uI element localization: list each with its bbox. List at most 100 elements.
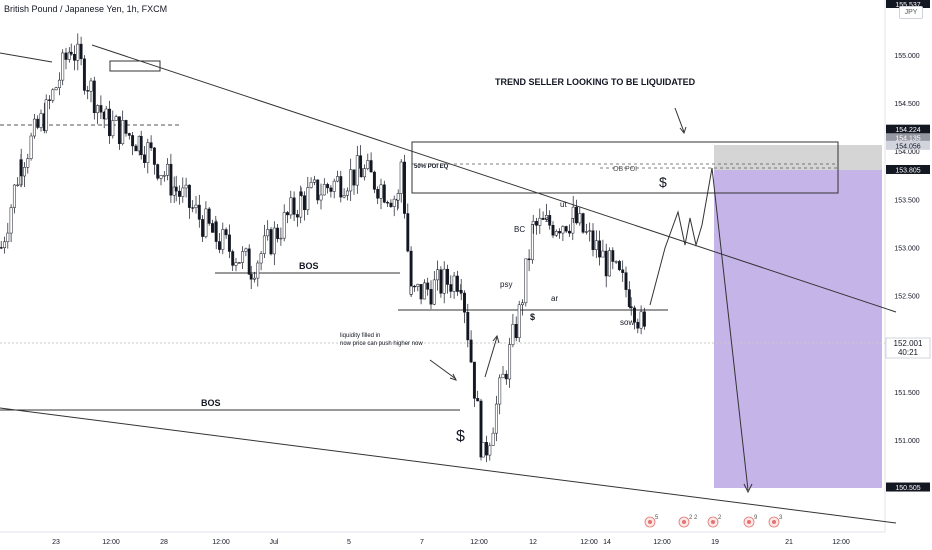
trendline-top-left[interactable] [0,52,53,63]
time-axis[interactable]: 23 12:00 28 12:00 Jul 5 7 12:00 12 12:00 14 12:00 19… [52,539,850,546]
time-tick-label: 14 [603,539,611,546]
candle [594,230,598,259]
descending-trendline[interactable] [91,44,897,313]
candle [152,147,156,175]
dollar-label-support[interactable]: $ [530,312,535,322]
candle [96,104,100,125]
candle [469,330,473,364]
price-label-bg [886,164,930,174]
trend-seller-label[interactable]: TREND SELLER LOOKING TO BE LIQUIDATED [495,77,696,87]
top-price-label: 155.537 [895,2,920,9]
candle [159,175,163,186]
liquidity-note-line2[interactable]: now price can push higher now [340,341,423,347]
candle [178,185,181,205]
candle [6,222,10,249]
time-tick-label: 12 [529,539,537,546]
projection-arrowhead [743,483,753,494]
wyckoff-st-label[interactable]: st [545,215,552,224]
candle [197,194,201,228]
candle [504,370,508,385]
wyckoff-ar-label[interactable]: ar [551,294,558,303]
candle [521,299,524,316]
candle [624,266,628,298]
candle [184,177,188,198]
economic-event-icon[interactable]: 9 [743,515,758,528]
candle [442,261,446,304]
projection-path[interactable] [649,167,749,491]
candle [207,206,211,226]
candle [121,110,125,146]
arrow-to-poi[interactable] [674,107,687,135]
bos-label-upper[interactable]: BOS [299,261,319,271]
time-tick-label: 12:00 [212,539,230,546]
candle [276,223,280,243]
candle [191,200,195,213]
candle [336,170,339,183]
candle [366,153,370,171]
candle [359,161,363,178]
economic-event-icon[interactable]: 5 [644,515,659,528]
candle [627,281,631,309]
candle [108,100,111,144]
wyckoff-psy-label[interactable]: psy [500,280,512,289]
candle [322,178,326,196]
price-tick-label: 154.000 [894,149,919,156]
wyckoff-ut-label[interactable]: ut [560,200,567,209]
wyckoff-bc-label[interactable]: BC [514,225,525,234]
candle [269,227,273,256]
candle [272,221,276,266]
wyckoff-sow-label[interactable]: sow [620,318,634,327]
bos-label-lower[interactable]: BOS [201,398,221,408]
dollar-label-low[interactable]: $ [456,428,465,445]
candle [26,153,30,174]
lower-trendline[interactable] [0,407,897,524]
candle [218,233,221,254]
time-tick-label: 21 [785,539,793,546]
top-zone-box[interactable] [109,60,161,72]
candle [227,224,231,259]
profit-target-zone[interactable] [714,170,882,488]
price-axis[interactable]: 155.000 154.500 154.000 153.500 153.000 152.5… [894,53,919,493]
candle [9,204,13,243]
candle [508,337,512,388]
candle [48,95,51,110]
candle [259,250,263,271]
time-tick-label: 28 [160,539,168,546]
event-count: 2 [718,515,722,521]
liquidity-note-line1[interactable]: liquidity filled in [340,333,380,339]
candle [636,318,640,334]
candle [204,201,208,239]
poi-eq-label[interactable]: 50% POI EQ [414,164,449,170]
candle [231,249,235,272]
candle [86,85,90,100]
time-tick-label: 12:00 [580,539,598,546]
currency-badge[interactable]: JPY [899,6,923,19]
candle [253,271,256,283]
countdown-timer: 40:21 [898,348,919,357]
candle [511,313,515,348]
economic-event-icon[interactable]: 3 [768,515,783,528]
arrow-liquidity[interactable] [429,359,457,381]
economic-event-icon[interactable]: 2 2 [678,515,698,528]
arrow-push-higher[interactable] [484,334,500,378]
stop-loss-zone[interactable] [714,145,882,170]
candle [332,178,336,199]
price-label-bg [886,124,930,134]
events-row[interactable]: 5 2 2 2 9 3 [644,515,783,528]
candle [355,145,359,194]
ob-poi-label[interactable]: OB POI [613,166,637,173]
candle [538,208,542,234]
dollar-label-poi[interactable]: $ [659,174,667,190]
candle [19,148,23,188]
candle [16,177,20,187]
candle [299,187,303,197]
candle [584,223,588,235]
event-count: 9 [754,515,758,521]
poi-box[interactable] [411,141,839,194]
candle [247,244,251,275]
candle [309,177,313,189]
economic-event-icon[interactable]: 2 [707,515,722,528]
price-tick-label: 151.000 [894,438,919,445]
time-tick-label: 5 [347,539,351,546]
